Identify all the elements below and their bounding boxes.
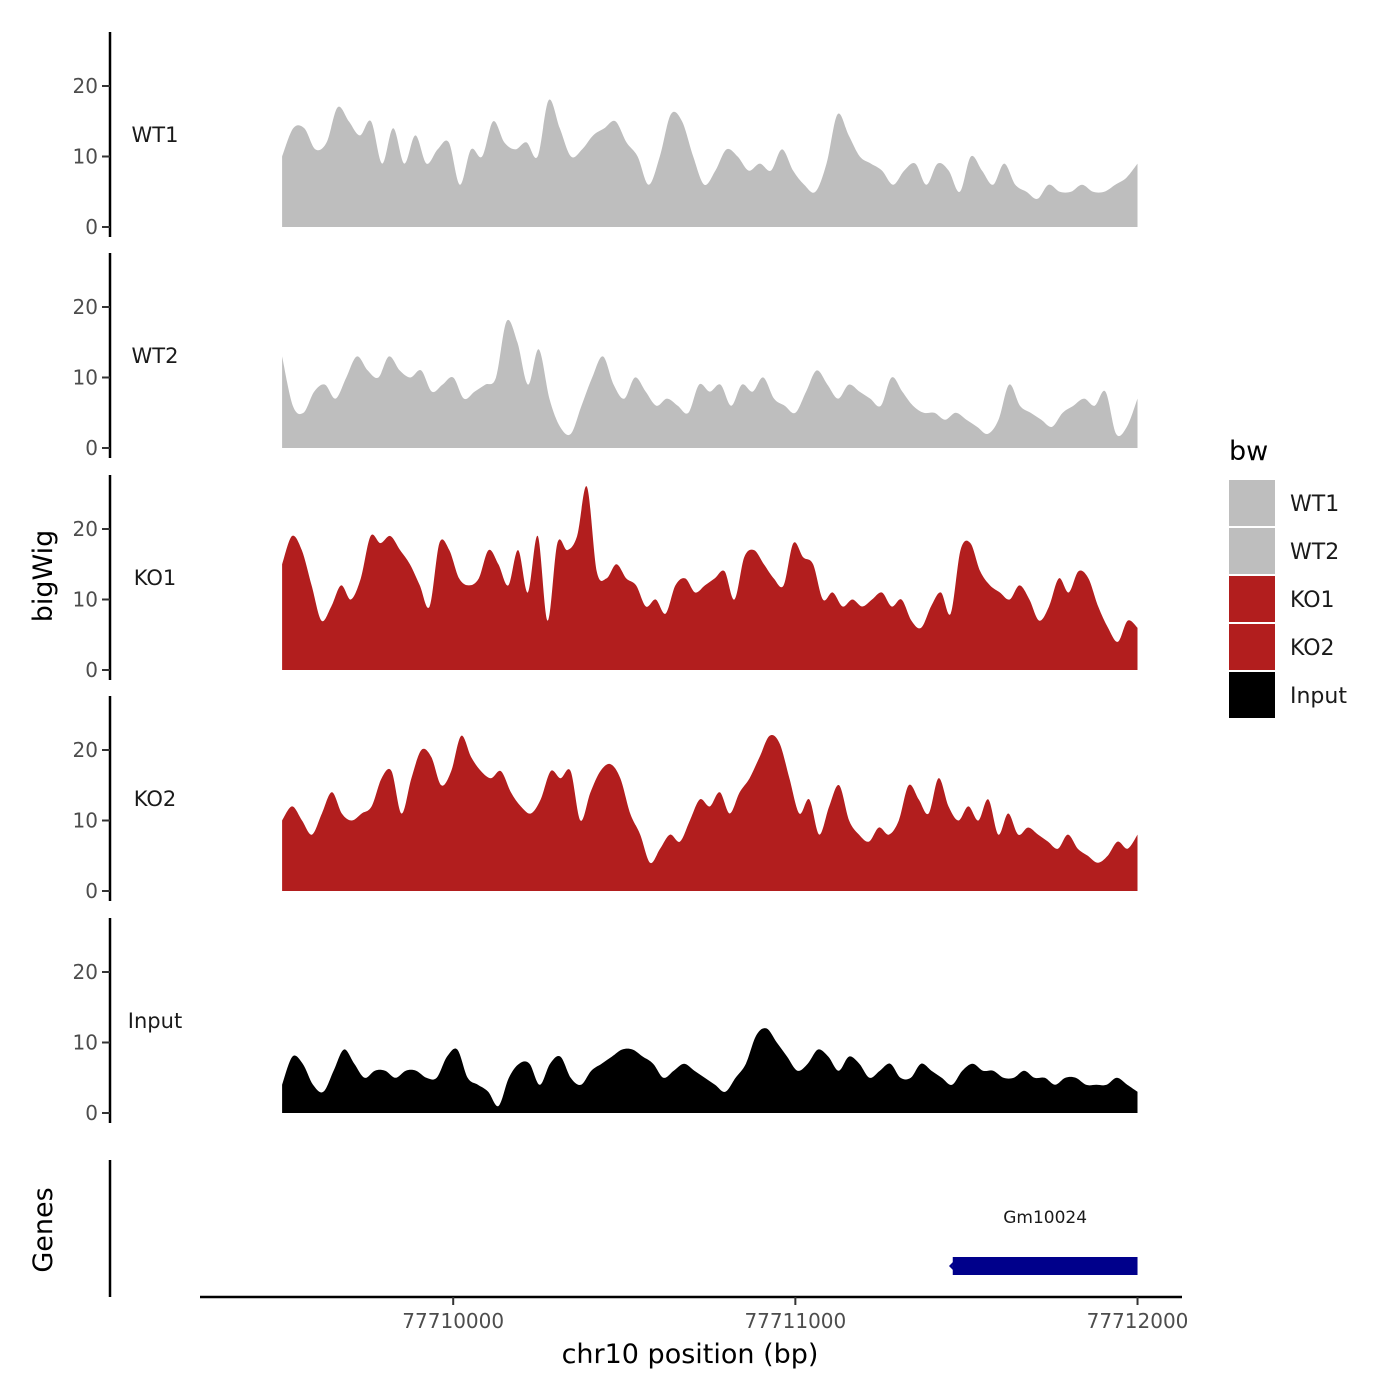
gene-gm10024: Gm10024 (948, 1208, 1138, 1275)
x-axis-title: chr10 position (bp) (562, 1339, 819, 1370)
legend-entry-ko2: KO2 (1229, 624, 1335, 670)
area-wt1 (282, 99, 1138, 227)
track-label: WT1 (132, 123, 179, 147)
gene-label: Gm10024 (1003, 1208, 1087, 1228)
y-tick-label: 20 (73, 74, 98, 98)
y-tick-label: 20 (73, 738, 98, 762)
legend: bw WT1 WT2 KO1 KO2 Input (1229, 436, 1347, 718)
y-tick-label: 10 (73, 366, 98, 390)
legend-entry-input: Input (1229, 672, 1347, 718)
y-tick-label: 10 (73, 809, 98, 833)
gene-body (952, 1257, 1138, 1275)
legend-swatch (1229, 624, 1275, 670)
track-ko1: 0 10 20 KO1 (73, 475, 1138, 682)
track-input: 0 10 20 Input (73, 918, 1138, 1125)
legend-swatch (1229, 672, 1275, 718)
tracks-layer: 0 10 20 WT1 0 10 20 WT2 0 10 20 KO1 0 10 20 KO2 0 10 20 Inp… (73, 32, 1138, 1125)
y-tick-label: 20 (73, 517, 98, 541)
y-tick-label: 20 (73, 295, 98, 319)
legend-swatch (1229, 576, 1275, 622)
legend-label: WT2 (1290, 540, 1339, 565)
track-wt1: 0 10 20 WT1 (73, 32, 1138, 239)
x-tick-label: 77712000 (1087, 1309, 1189, 1333)
area-ko2 (282, 734, 1138, 891)
y-tick-label: 0 (85, 215, 98, 239)
legend-entry-wt2: WT2 (1229, 528, 1339, 574)
y-tick-label: 20 (73, 960, 98, 984)
x-axis: 77710000 77711000 77712000 (200, 1295, 1189, 1333)
track-label: KO1 (134, 566, 177, 590)
legend-entry-wt1: WT1 (1229, 480, 1339, 526)
legend-label: KO1 (1290, 588, 1335, 613)
y-tick-label: 10 (73, 145, 98, 169)
legend-swatch (1229, 480, 1275, 526)
track-ko2: 0 10 20 KO2 (73, 696, 1138, 903)
y-axis-title: bigWig (28, 530, 59, 623)
legend-label: WT1 (1290, 492, 1339, 517)
y-tick-label: 10 (73, 588, 98, 612)
y-tick-label: 10 (73, 1031, 98, 1055)
x-tick-label: 77710000 (402, 1309, 504, 1333)
legend-swatch (1229, 528, 1275, 574)
y-tick-label: 0 (85, 436, 98, 460)
legend-title: bw (1229, 436, 1268, 467)
track-label: Input (128, 1009, 182, 1033)
x-tick-label: 77711000 (744, 1309, 846, 1333)
y-tick-label: 0 (85, 1101, 98, 1125)
legend-label: Input (1290, 684, 1347, 709)
area-wt2 (282, 319, 1138, 448)
area-ko1 (282, 486, 1138, 670)
genes-layer: Gm10024 (108, 1160, 1138, 1297)
track-label: WT2 (132, 344, 179, 368)
area-input (282, 1028, 1138, 1113)
legend-label: KO2 (1290, 636, 1335, 661)
y-tick-label: 0 (85, 658, 98, 682)
y-tick-label: 0 (85, 879, 98, 903)
genes-axis-title: Genes (28, 1187, 59, 1272)
track-wt2: 0 10 20 WT2 (73, 253, 1138, 460)
gene-strand-arrow (948, 1259, 958, 1273)
legend-entry-ko1: KO1 (1229, 576, 1335, 622)
track-label: KO2 (134, 787, 177, 811)
